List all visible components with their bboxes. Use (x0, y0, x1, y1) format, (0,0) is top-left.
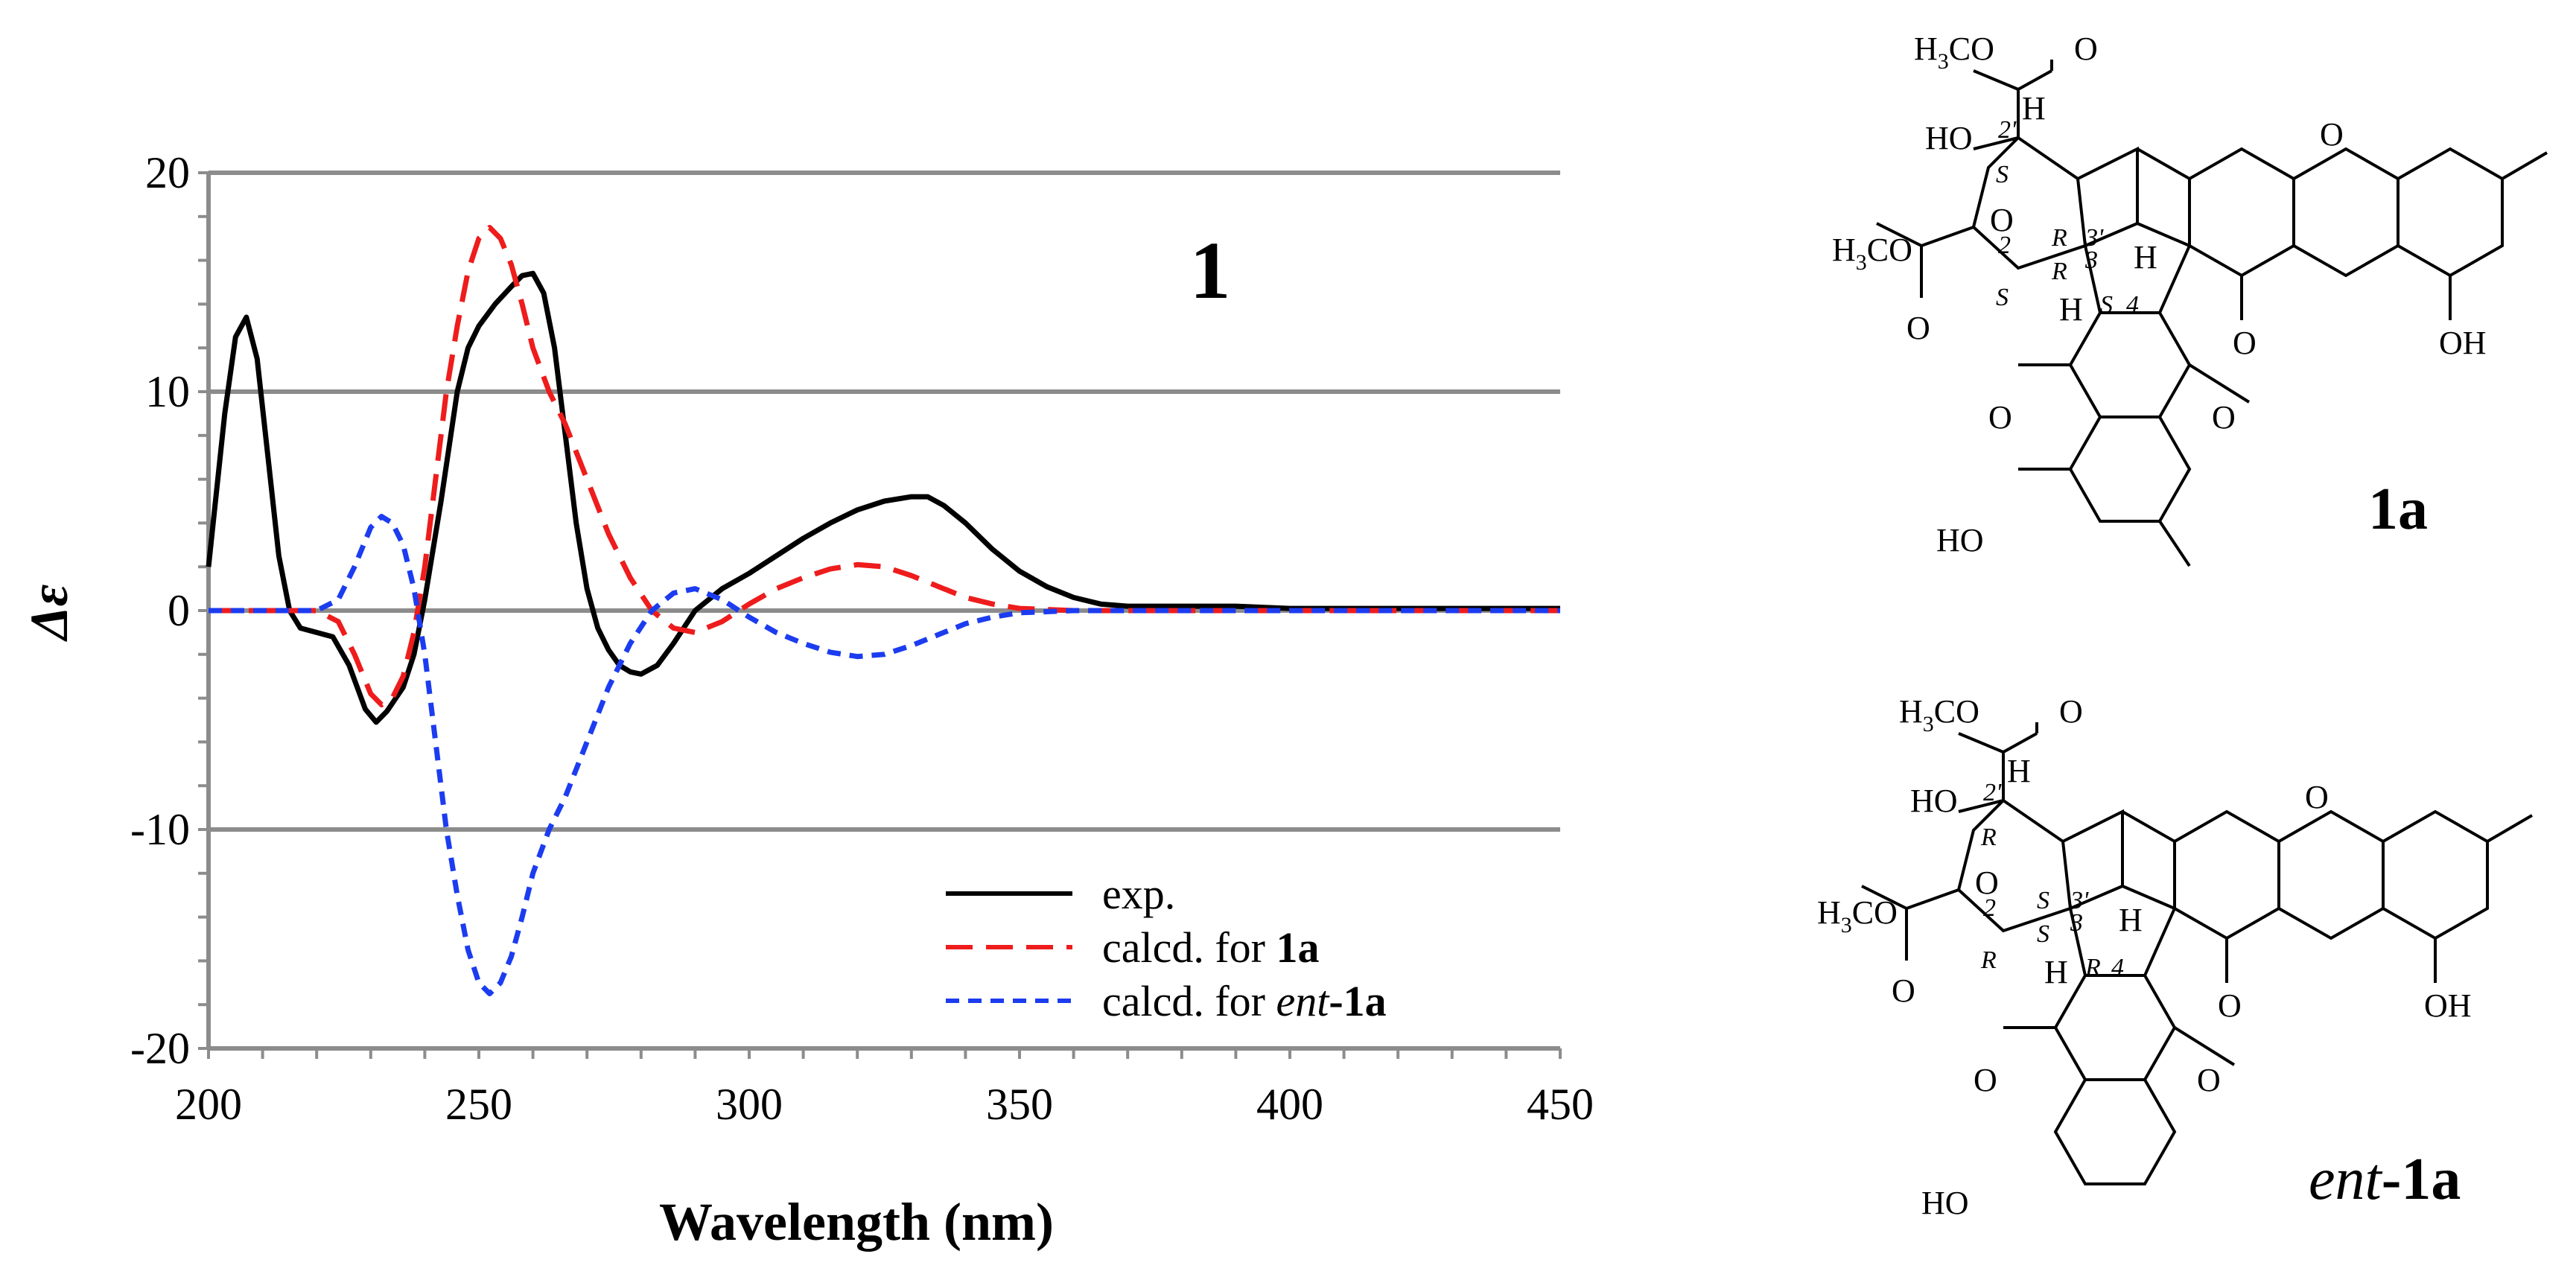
series-line-0 (206, 270, 1560, 725)
stereo-label: S (1996, 161, 2009, 188)
stereo-label: R (1980, 824, 1997, 851)
methoxy-label: H3CO (1914, 31, 1994, 74)
y-tick-label: 20 (145, 148, 190, 197)
x-tick-label: 400 (1256, 1080, 1323, 1129)
ho-label: HO (1936, 522, 1984, 558)
methoxy-label: H3CO (1899, 693, 1979, 736)
methoxy-label: H3CO (1832, 232, 1912, 275)
o-label: O (2305, 779, 2329, 815)
locant-label: 4 (2126, 291, 2139, 319)
stereo-label: R (2051, 258, 2067, 285)
o-label: O (2197, 1062, 2221, 1098)
x-tick-label: 350 (986, 1080, 1053, 1129)
legend: exp. calcd. for 1a calcd. for ent-1a (946, 870, 1387, 1025)
stereo-label: S (1996, 284, 2009, 311)
o-label: O (1892, 972, 1915, 1009)
structure-ent-1a: H3CO O HO O H3CO O H H H O O OH O O HO 2… (1817, 693, 2534, 1221)
h-label: H (2059, 291, 2083, 328)
locant-label: 3 (2084, 246, 2098, 274)
stereo-label: S (2100, 291, 2113, 319)
locant-label: 2 (1998, 232, 2011, 259)
legend-entry: exp. (1102, 870, 1175, 918)
ho-label: HO (1921, 1185, 1969, 1221)
x-axis-title: Wavelength (nm) (659, 1192, 1054, 1252)
locant-label: 3' (2070, 887, 2089, 914)
stereo-label: R (2084, 954, 2101, 981)
structure-label-ent-1a: ent-1a (2309, 1147, 2461, 1212)
y-tick-label: 10 (145, 367, 190, 416)
locant-label: 3' (2084, 224, 2104, 252)
legend-entry: calcd. for ent-1a (1102, 977, 1387, 1025)
o-label: O (1906, 310, 1930, 346)
data-series (206, 225, 1560, 996)
y-tick-label: -20 (130, 1024, 190, 1073)
o-label: O (1990, 202, 2014, 238)
locant-label: 2' (1983, 779, 2002, 806)
methoxy-label: H3CO (1817, 894, 1898, 937)
axes (198, 171, 1562, 1059)
o-label: O (2212, 399, 2236, 436)
o-label: O (2233, 325, 2257, 361)
chemical-structures: H3CO O HO O H3CO O H H H O O OH O O HO 2… (1817, 31, 2548, 1221)
stereo-label: S (2037, 887, 2049, 914)
chart-annotation: 1 (1190, 225, 1231, 316)
o-label: O (1975, 865, 1999, 901)
locant-label: 4 (2111, 954, 2124, 981)
x-tick-labels: 200 250 300 350 400 450 (175, 1080, 1594, 1129)
stereo-label: R (1980, 946, 1997, 974)
x-tick-label: 450 (1527, 1080, 1594, 1129)
series-line-1 (209, 225, 1560, 707)
locant-label: 2' (1998, 116, 2017, 144)
o-label: O (2074, 31, 2098, 67)
stereo-label: R (2051, 224, 2067, 252)
y-axis-title: Δε (19, 585, 79, 643)
series-line-2 (209, 514, 1560, 996)
o-label: O (2218, 987, 2242, 1024)
structure-label-1a: 1a (2368, 477, 2428, 542)
x-tick-label: 300 (716, 1080, 783, 1129)
oh-label: OH (2424, 987, 2472, 1024)
ho-label: HO (1925, 120, 1973, 156)
locant-label: 3 (2070, 909, 2083, 937)
h-label: H (2022, 90, 2046, 127)
cd-spectrum-chart: 200 250 300 350 400 450 20 10 0 -10 -20 1 Wavelen… (19, 148, 1594, 1252)
y-tick-label: -10 (130, 805, 190, 854)
ho-label: HO (1910, 783, 1958, 819)
x-tick-label: 250 (445, 1080, 512, 1129)
o-label: O (2320, 116, 2344, 153)
oh-label: OH (2439, 325, 2487, 361)
h-label: H (2007, 753, 2031, 789)
o-label: O (2059, 693, 2083, 730)
h-label: H (2134, 239, 2157, 276)
locant-label: 2 (1983, 894, 1996, 922)
y-tick-labels: 20 10 0 -10 -20 (130, 148, 190, 1073)
o-label: O (1974, 1062, 1997, 1098)
h-label: H (2044, 954, 2068, 990)
o-label: O (1988, 399, 2012, 436)
structure-1a: H3CO O HO O H3CO O H H H O O OH O O HO 2… (1832, 31, 2548, 567)
legend-entry: calcd. for 1a (1102, 923, 1319, 972)
stereo-label: S (2037, 920, 2049, 948)
x-tick-label: 200 (175, 1080, 242, 1129)
y-tick-label: 0 (168, 586, 190, 635)
h-label: H (2119, 902, 2143, 938)
